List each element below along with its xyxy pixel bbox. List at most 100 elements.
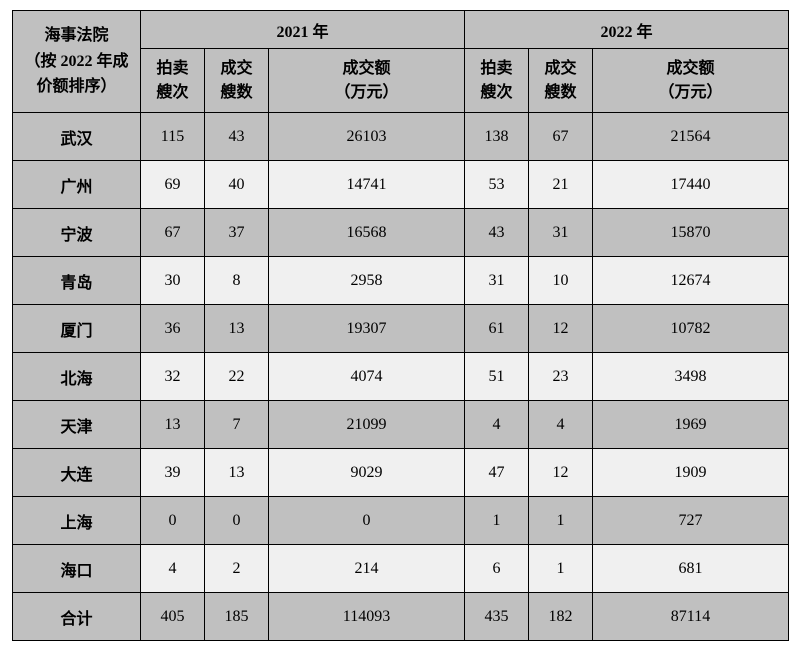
- cell-2021-auction-count: 405: [141, 593, 205, 641]
- cell-2022-auction-count: 4: [465, 401, 529, 449]
- cell-2022-deal-count: 1: [529, 497, 593, 545]
- cell-2021-deal-count: 40: [205, 161, 269, 209]
- cell-2022-amount: 10782: [593, 305, 789, 353]
- cell-2022-amount: 87114: [593, 593, 789, 641]
- table-row: 宁波673716568433115870: [13, 209, 789, 257]
- table-row: 广州694014741532117440: [13, 161, 789, 209]
- cell-2022-deal-count: 10: [529, 257, 593, 305]
- cell-court: 上海: [13, 497, 141, 545]
- cell-2022-auction-count: 61: [465, 305, 529, 353]
- cell-2021-auction-count: 115: [141, 113, 205, 161]
- cell-2021-auction-count: 0: [141, 497, 205, 545]
- cell-2021-deal-count: 0: [205, 497, 269, 545]
- cell-2021-amount: 19307: [269, 305, 465, 353]
- header-year-2021: 2021 年: [141, 11, 465, 49]
- cell-2022-auction-count: 6: [465, 545, 529, 593]
- cell-2022-deal-count: 1: [529, 545, 593, 593]
- table-row: 海口4221461681: [13, 545, 789, 593]
- cell-2021-deal-count: 13: [205, 449, 269, 497]
- cell-2021-amount: 2958: [269, 257, 465, 305]
- table-row: 大连3913902947121909: [13, 449, 789, 497]
- cell-2022-amount: 727: [593, 497, 789, 545]
- cell-court: 武汉: [13, 113, 141, 161]
- header-court-line3: 价额排序）: [36, 78, 116, 95]
- cell-2022-deal-count: 31: [529, 209, 593, 257]
- table-row: 厦门361319307611210782: [13, 305, 789, 353]
- cell-2021-amount: 214: [269, 545, 465, 593]
- cell-court: 天津: [13, 401, 141, 449]
- table-row: 合计40518511409343518287114: [13, 593, 789, 641]
- header-court-line1: 海事法院: [44, 27, 108, 44]
- cell-2021-deal-count: 22: [205, 353, 269, 401]
- cell-2021-amount: 26103: [269, 113, 465, 161]
- cell-court: 合计: [13, 593, 141, 641]
- table-row: 北海3222407451233498: [13, 353, 789, 401]
- cell-2021-deal-count: 8: [205, 257, 269, 305]
- cell-2022-amount: 681: [593, 545, 789, 593]
- cell-2022-amount: 1969: [593, 401, 789, 449]
- cell-2021-auction-count: 36: [141, 305, 205, 353]
- cell-2021-auction-count: 32: [141, 353, 205, 401]
- cell-2022-auction-count: 43: [465, 209, 529, 257]
- cell-2021-deal-count: 185: [205, 593, 269, 641]
- header-2021-amount: 成交额 （万元）: [269, 49, 465, 113]
- cell-2022-amount: 1909: [593, 449, 789, 497]
- cell-court: 宁波: [13, 209, 141, 257]
- cell-2021-auction-count: 4: [141, 545, 205, 593]
- cell-court: 海口: [13, 545, 141, 593]
- cell-court: 厦门: [13, 305, 141, 353]
- header-2022-deal-count: 成交 艘数: [529, 49, 593, 113]
- cell-2022-auction-count: 138: [465, 113, 529, 161]
- cell-court: 大连: [13, 449, 141, 497]
- cell-2021-amount: 9029: [269, 449, 465, 497]
- cell-2022-auction-count: 53: [465, 161, 529, 209]
- cell-2021-amount: 114093: [269, 593, 465, 641]
- cell-court: 广州: [13, 161, 141, 209]
- cell-2022-deal-count: 21: [529, 161, 593, 209]
- header-2021-deal-count: 成交 艘数: [205, 49, 269, 113]
- cell-2021-auction-count: 67: [141, 209, 205, 257]
- cell-2021-amount: 0: [269, 497, 465, 545]
- cell-2022-amount: 3498: [593, 353, 789, 401]
- cell-2021-auction-count: 39: [141, 449, 205, 497]
- cell-2021-auction-count: 13: [141, 401, 205, 449]
- cell-2022-amount: 21564: [593, 113, 789, 161]
- cell-2022-auction-count: 435: [465, 593, 529, 641]
- cell-2022-deal-count: 182: [529, 593, 593, 641]
- cell-court: 青岛: [13, 257, 141, 305]
- header-2022-amount: 成交额 （万元）: [593, 49, 789, 113]
- table-row: 上海00011727: [13, 497, 789, 545]
- cell-2022-deal-count: 12: [529, 449, 593, 497]
- cell-2022-amount: 17440: [593, 161, 789, 209]
- cell-2022-auction-count: 1: [465, 497, 529, 545]
- cell-2022-auction-count: 47: [465, 449, 529, 497]
- cell-2021-amount: 16568: [269, 209, 465, 257]
- cell-2021-auction-count: 69: [141, 161, 205, 209]
- cell-court: 北海: [13, 353, 141, 401]
- table-header: 海事法院 （按 2022 年成 价额排序） 2021 年 2022 年 拍卖 艘…: [13, 11, 789, 113]
- cell-2022-deal-count: 12: [529, 305, 593, 353]
- maritime-court-auction-table: 海事法院 （按 2022 年成 价额排序） 2021 年 2022 年 拍卖 艘…: [12, 10, 789, 641]
- table-body: 武汉11543261031386721564广州6940147415321174…: [13, 113, 789, 641]
- cell-2022-amount: 12674: [593, 257, 789, 305]
- header-year-2022: 2022 年: [465, 11, 789, 49]
- header-court: 海事法院 （按 2022 年成 价额排序）: [13, 11, 141, 113]
- table-row: 青岛3082958311012674: [13, 257, 789, 305]
- cell-2021-amount: 14741: [269, 161, 465, 209]
- cell-2022-amount: 15870: [593, 209, 789, 257]
- cell-2021-deal-count: 43: [205, 113, 269, 161]
- cell-2021-auction-count: 30: [141, 257, 205, 305]
- cell-2022-deal-count: 23: [529, 353, 593, 401]
- cell-2021-amount: 21099: [269, 401, 465, 449]
- cell-2021-deal-count: 13: [205, 305, 269, 353]
- cell-2022-deal-count: 67: [529, 113, 593, 161]
- header-2022-auction-count: 拍卖 艘次: [465, 49, 529, 113]
- cell-2021-deal-count: 2: [205, 545, 269, 593]
- cell-2022-auction-count: 51: [465, 353, 529, 401]
- cell-2021-deal-count: 7: [205, 401, 269, 449]
- cell-2022-auction-count: 31: [465, 257, 529, 305]
- table-row: 武汉11543261031386721564: [13, 113, 789, 161]
- cell-2022-deal-count: 4: [529, 401, 593, 449]
- header-court-line2: （按 2022 年成: [24, 53, 128, 70]
- cell-2021-amount: 4074: [269, 353, 465, 401]
